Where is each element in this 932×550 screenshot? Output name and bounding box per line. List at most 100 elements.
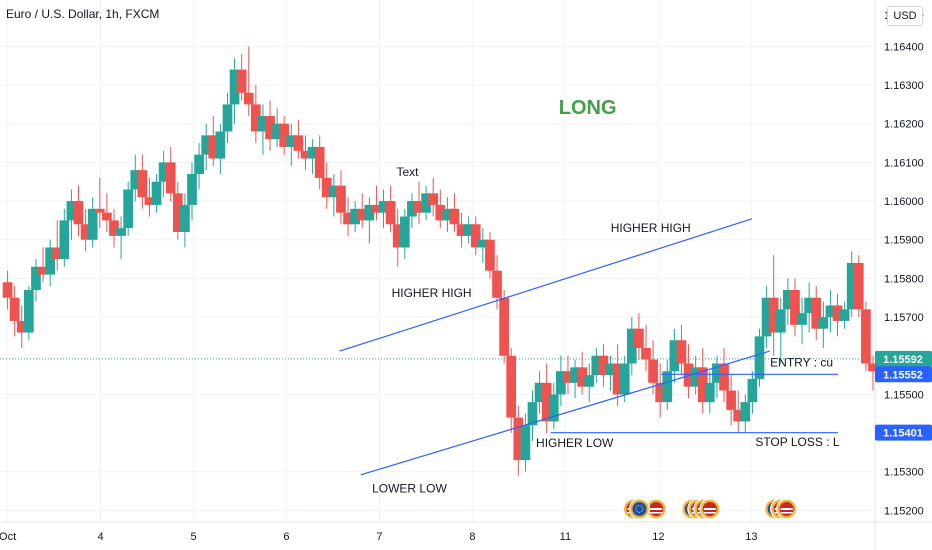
candle-body [102,212,112,221]
flag-stripe [650,512,663,514]
upper-channel-line[interactable] [339,218,753,352]
candle-body [619,363,630,395]
candle-body [492,270,502,298]
candle-body [208,135,219,159]
candle-body [790,290,800,325]
y-tick-label: 1.15500 [884,389,924,401]
price-label-box[interactable] [875,350,932,367]
candle-body [2,282,13,298]
candle-body [726,390,736,410]
eu-stars [635,505,644,513]
candle-body [655,382,666,403]
candle-body [286,135,297,147]
candle-body [598,355,609,376]
candle-body [456,224,467,236]
flag-stripe [780,512,793,514]
candle-body [378,201,389,213]
eu-flag-icon [632,502,647,516]
candle-body [520,425,531,461]
flag-stripe [703,508,716,510]
candle-body [470,224,481,248]
lower-channel-line[interactable] [360,350,770,476]
candle-body [449,208,460,225]
candle-body [229,69,240,105]
x-tick-label: 5 [190,531,196,543]
y-tick-label: 1.16200 [884,119,924,131]
price-label-text: 1.15592 [883,354,923,366]
candle-body [768,297,779,333]
candle-body [59,220,70,260]
candle-body [712,363,722,383]
candle-body [165,162,176,194]
candle-body [591,355,602,376]
candle-body [421,193,431,213]
candle-body [797,313,807,325]
y-tick-label: 1.16100 [884,157,924,169]
y-tick-label: 1.15200 [884,505,924,517]
flag-stripe [780,508,793,510]
candle-body [818,317,829,329]
y-tick-label: 1.16000 [884,196,924,208]
candle-body [314,146,325,178]
candle-body [719,363,729,391]
candle-body [399,216,410,248]
text-label: Text [396,165,419,179]
candle-body [293,135,304,151]
y-tick-label: 1.16300 [884,80,924,92]
candle-body [861,309,871,364]
candle-body [634,328,644,348]
candle-body [754,336,765,379]
candle-body [250,104,261,132]
candle-body [66,201,77,221]
candle-body [272,123,282,140]
candle-body [158,162,169,182]
candle-body [236,69,247,93]
candle-body [364,204,375,221]
candle-body [577,367,588,387]
y-tick-label: 1.16400 [884,41,924,53]
candle-body [846,262,857,310]
candle-body [832,305,843,321]
candle-body [180,204,190,232]
price-label-text: 1.15552 [883,369,923,381]
price-label-box[interactable] [875,424,932,441]
candle-body [329,185,339,198]
candle-body [52,247,63,260]
price-label-box[interactable] [875,366,932,383]
candle-body [541,382,552,422]
candle-body [279,123,290,147]
candle-body [350,208,361,225]
flag-stripe [650,508,663,510]
lower-low-label: LOWER LOW [372,482,447,496]
y-tick-label: 1.15700 [884,312,924,324]
candle-body [839,309,850,321]
candle-body [201,135,212,155]
candle-body [534,382,545,403]
candle-body [243,92,254,105]
candle-body [556,371,566,395]
candle-body [109,220,119,236]
x-tick-label: Oct [0,531,16,543]
higher-high-label-left: HIGHER HIGH [392,286,472,300]
candle-body [605,363,616,376]
y-tick-label: 1.15900 [884,235,924,247]
higher-high-label-right: HIGHER HIGH [611,221,691,235]
candle-body [747,378,758,403]
candle-body [775,309,786,333]
candle-body [336,185,346,213]
x-tick-label: 13 [745,531,757,543]
candle-body [853,262,864,310]
currency-button[interactable]: USD [887,6,923,26]
candle-body [548,394,559,422]
candle-body [151,181,162,205]
candle-body [704,382,715,403]
candle-body [442,208,453,221]
higher-low-label: HIGHER LOW [536,436,614,450]
candle-body [371,204,382,213]
candle-body [45,247,56,275]
candle-body [222,104,233,132]
candle-body [187,174,197,205]
candle-body [16,320,27,333]
candle-body [215,131,226,159]
